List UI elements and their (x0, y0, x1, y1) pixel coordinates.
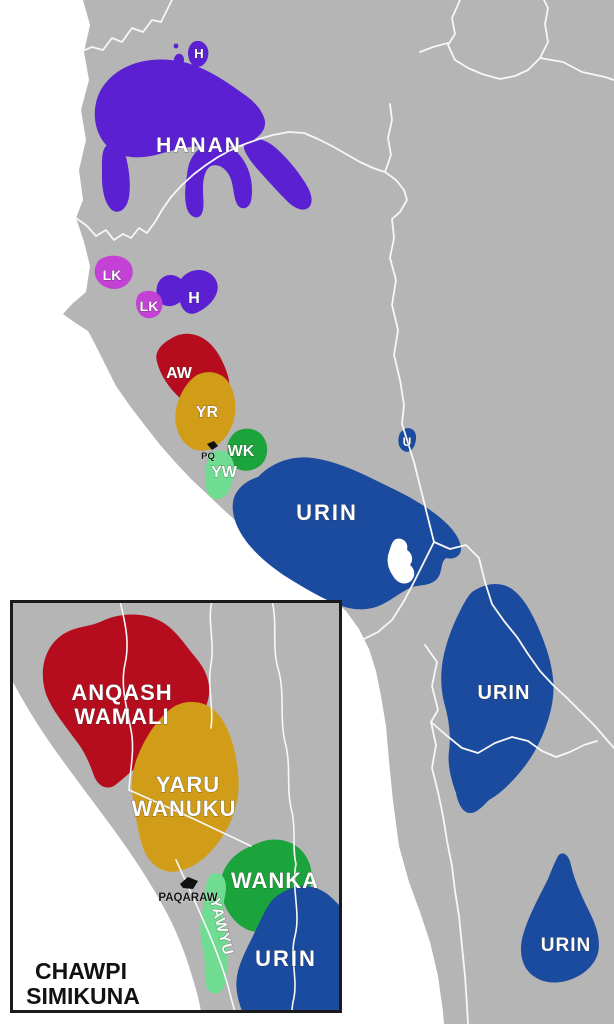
hanan-southeast-arm (244, 138, 312, 210)
label-lk-south: LK (140, 298, 159, 314)
border-bolivia-brazil (433, 541, 614, 749)
label-yw: YW (211, 464, 238, 481)
border-colombia-brazil (384, 103, 393, 173)
region-lk-north (94, 255, 133, 289)
label-aw: AW (166, 365, 193, 382)
hanan-hook-arm (185, 143, 252, 218)
hanan-enclave-dot (173, 43, 179, 49)
label-lk-north: LK (103, 267, 122, 283)
label-wk: WK (228, 443, 255, 460)
inset-department-borders (119, 602, 298, 1011)
region-wk (227, 428, 268, 471)
label-urin-argentina: URIN (541, 935, 591, 956)
label-anqash-line1: ANQASH (71, 680, 172, 705)
inset-title-line1: CHAWPI (35, 958, 127, 984)
inset-labels: ANQASH WAMALI YARU WANUKU WANKA YAWYU PA… (26, 680, 319, 1009)
border-peru-bolivia (361, 541, 435, 641)
region-yr (175, 372, 236, 451)
inset-map: ANQASH WAMALI YARU WANUKU WANKA YAWYU PA… (10, 600, 342, 1013)
region-yw (204, 450, 235, 500)
region-h-central (156, 269, 218, 314)
label-urin-inset: URIN (255, 946, 317, 971)
border-ecuador-colombia (79, 0, 173, 53)
label-h-enclave: H (194, 46, 203, 61)
marker-pq (207, 441, 218, 450)
label-u-enclave: U (403, 435, 412, 449)
border-colombia-venezuela (447, 0, 549, 80)
inset-border-line (208, 602, 213, 729)
label-wanka: WANKA (231, 868, 319, 893)
region-hanan (94, 40, 312, 314)
inset-border-line (119, 602, 134, 791)
inset-frame (10, 600, 342, 1013)
hanan-west-arm (101, 144, 130, 212)
hanan-enclave-dot2 (173, 53, 184, 67)
inset-border-line (291, 863, 298, 1011)
border-spur-west (419, 42, 449, 53)
label-yaru-line1: YARU (156, 772, 220, 797)
inset-marker-paqaraw (180, 877, 198, 889)
inset-region-yaru-wanuku (131, 701, 239, 872)
border-chile (424, 644, 469, 1024)
inset-border-line (128, 789, 252, 847)
border-bolivia-argentina (430, 721, 598, 758)
lake-titicaca (387, 538, 415, 584)
border-spur-east (539, 57, 614, 81)
main-map-labels: HANAN H H LK LK AW YR WK YW PQ U URIN UR… (102, 46, 591, 957)
border-peru-ecuador-colombia (75, 131, 386, 241)
inset-border-line (271, 602, 297, 865)
inset-region-urin (236, 886, 340, 1011)
region-lk-south (136, 290, 163, 319)
label-pq: PQ (201, 451, 215, 462)
inset-ocean (12, 679, 201, 1011)
label-yr: YR (196, 404, 219, 421)
border-peru-brazil (384, 171, 435, 543)
inset-border-line (175, 859, 236, 1011)
country-borders (75, 0, 614, 1024)
hanan-main-mass (94, 59, 266, 158)
region-urin-bolivia (441, 583, 554, 813)
label-anqash-line2: WAMALI (74, 704, 169, 729)
region-urin-argentina (520, 853, 599, 983)
label-urin-peru: URIN (296, 500, 358, 525)
label-paqaraw: PAQARAW (158, 892, 217, 904)
label-h-central: H (188, 290, 200, 307)
inset-title-line2: SIMIKUNA (26, 983, 140, 1009)
hanan-enclave-h (188, 40, 209, 67)
label-yaru-line2: WANUKU (132, 796, 237, 821)
label-urin-bolivia: URIN (478, 682, 531, 704)
label-hanan: HANAN (156, 134, 242, 157)
